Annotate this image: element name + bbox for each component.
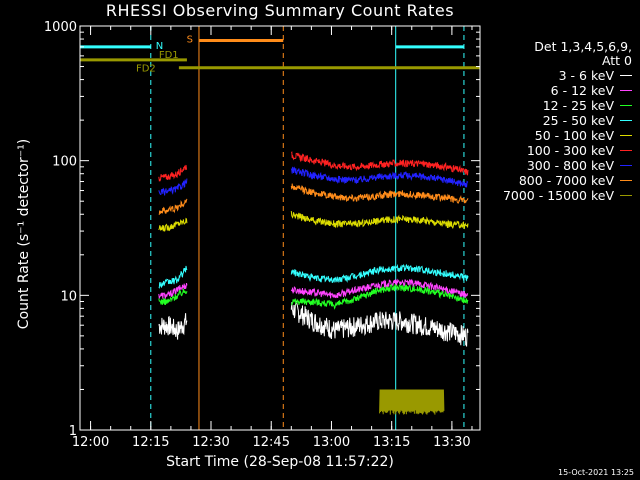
- plot-frame: [79, 25, 481, 431]
- legend-header-attenuator: Att 0: [601, 53, 632, 68]
- timestamp-footer: 15-Oct-2021 13:25: [558, 468, 634, 477]
- legend-item: 7000 - 15000 keV: [482, 188, 632, 203]
- legend-item: 300 - 800 keV: [482, 158, 632, 173]
- legend-item: 25 - 50 keV: [482, 113, 632, 128]
- series-6-segment-1: [290, 166, 469, 188]
- legend-swatch: [620, 194, 632, 197]
- series-0-segment-1: [290, 300, 469, 347]
- x-tick-label-2: 12:30: [192, 435, 229, 450]
- series-2-segment-1: [290, 283, 469, 310]
- series-5-segment-0: [158, 164, 188, 183]
- legend-label: 7000 - 15000 keV: [502, 188, 614, 203]
- legend-label: 100 - 300 keV: [526, 143, 614, 158]
- y-tick-label-1: 10: [60, 289, 77, 304]
- legend-swatch: [620, 74, 632, 77]
- x-tick-label-4: 13:00: [313, 435, 350, 450]
- legend-item: 100 - 300 keV: [482, 143, 632, 158]
- legend-item: 3 - 6 keV: [482, 68, 632, 83]
- series-4-segment-1: [290, 211, 469, 230]
- state-label-fd1: FD1: [159, 50, 179, 61]
- chart-title: RHESSI Observing Summary Count Rates: [105, 1, 455, 20]
- legend-label: 12 - 25 keV: [542, 98, 614, 113]
- state-label-s: S: [187, 35, 193, 46]
- legend-item: 12 - 25 keV: [482, 98, 632, 113]
- legend-label: 3 - 6 keV: [558, 68, 614, 83]
- series-6-segment-0: [158, 178, 188, 196]
- legend-swatch: [620, 104, 632, 107]
- legend-label: 6 - 12 keV: [550, 83, 614, 98]
- series-3-segment-1: [290, 263, 469, 283]
- legend-swatch: [620, 89, 632, 92]
- y-axis-label: Count Rate (s⁻¹ detector⁻¹): [16, 138, 32, 330]
- series-2-segment-0: [158, 288, 188, 305]
- legend-label: 25 - 50 keV: [542, 113, 614, 128]
- legend-swatch: [620, 134, 632, 137]
- series-5-segment-1: [290, 151, 469, 176]
- legend-label: 800 - 7000 keV: [518, 173, 614, 188]
- state-label-fd2: FD2: [136, 64, 156, 75]
- series-0-segment-0: [158, 313, 188, 340]
- legend: Det 1,3,4,5,6,9, Att 0 3 - 6 keV 6 - 12 k…: [482, 40, 632, 203]
- series-7-segment-0: [158, 198, 188, 216]
- y-tick-label-0: 1: [69, 424, 77, 439]
- x-tick-label-5: 13:15: [373, 435, 410, 450]
- legend-item: 50 - 100 keV: [482, 128, 632, 143]
- series-4-segment-0: [158, 217, 188, 232]
- legend-item: 6 - 12 keV: [482, 83, 632, 98]
- legend-header-detectors: Det 1,3,4,5,6,9,: [534, 39, 632, 54]
- x-tick-label-1: 12:15: [132, 435, 169, 450]
- legend-label: 50 - 100 keV: [534, 128, 614, 143]
- state-label-n: N: [156, 41, 163, 52]
- series-1-segment-0: [158, 283, 188, 300]
- series-7-segment-1: [290, 183, 469, 205]
- y-tick-label-3: 1000: [44, 20, 77, 35]
- x-tick-label-3: 12:45: [253, 435, 290, 450]
- series-8-segment-0: [379, 389, 445, 415]
- x-axis-label: Start Time (28-Sep-08 11:57:22): [166, 454, 394, 470]
- series-3-segment-0: [158, 265, 188, 289]
- x-tick-label-6: 13:30: [433, 435, 470, 450]
- legend-item: 800 - 7000 keV: [482, 173, 632, 188]
- legend-swatch: [620, 119, 632, 122]
- series-1-segment-1: [290, 278, 469, 299]
- y-tick-label-2: 100: [52, 155, 77, 170]
- legend-swatch: [620, 164, 632, 167]
- legend-swatch: [620, 179, 632, 182]
- legend-swatch: [620, 149, 632, 152]
- x-tick-label-0: 12:00: [72, 435, 109, 450]
- legend-label: 300 - 800 keV: [526, 158, 614, 173]
